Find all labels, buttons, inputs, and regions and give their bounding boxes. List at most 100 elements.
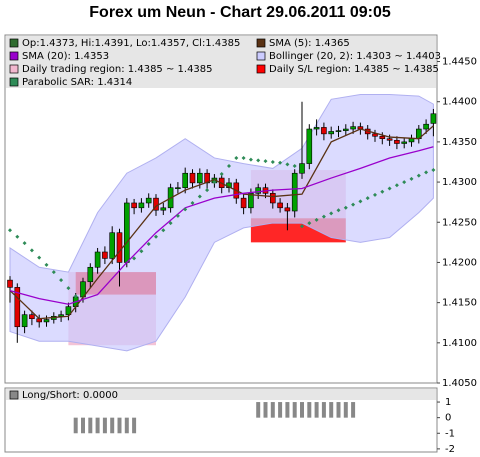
candle-body — [189, 172, 196, 184]
bar — [117, 417, 122, 434]
candle-body — [29, 314, 35, 320]
bar — [256, 402, 261, 418]
main-plot: 1.4050 1.4100 1.4150 1.4200 1.4250 1.4300 1.43… — [7, 57, 477, 389]
bar — [110, 417, 115, 434]
y-tick-label: -1 — [445, 428, 455, 439]
sar-dot — [146, 241, 151, 246]
sar-dot — [300, 224, 304, 229]
legend-swatch — [9, 64, 19, 74]
sar-dot — [219, 172, 224, 177]
sar-dot — [424, 170, 429, 175]
sar-dot — [358, 199, 363, 204]
candle-body — [342, 128, 349, 131]
candle-body — [328, 131, 335, 135]
sar-dot — [321, 214, 326, 219]
candle-body — [43, 319, 50, 323]
candle-body — [116, 232, 123, 263]
sar-dot — [278, 160, 283, 165]
sar-dot — [343, 205, 348, 210]
y-tick-label: 1.4150 — [442, 298, 477, 309]
sar-dot — [263, 159, 268, 164]
sar-dot — [241, 155, 246, 160]
bar — [329, 402, 334, 418]
sar-dot — [139, 249, 144, 254]
sar-dot — [168, 221, 173, 226]
candle-body — [269, 193, 276, 204]
candle-body — [7, 279, 13, 288]
bar — [132, 417, 137, 434]
candle-body — [175, 187, 181, 190]
sar-dot — [365, 196, 370, 201]
legend-swatch — [9, 390, 19, 400]
candle-body — [277, 202, 283, 209]
sar-dot — [29, 248, 34, 253]
legend-label: Daily S/L region: 1.4385 ~ 1.4385 — [269, 64, 439, 75]
candle-body — [401, 141, 408, 144]
sar-dot — [154, 234, 158, 239]
candle-body — [379, 135, 386, 139]
candle-body — [255, 187, 261, 194]
legend-swatch — [9, 51, 19, 61]
legend-label: SMA (5): 1.4365 — [269, 38, 350, 49]
sar-dot — [51, 270, 56, 275]
y-tick-label: -2 — [445, 444, 455, 455]
sar-dot — [227, 164, 231, 169]
legend-label: Long/Short: 0.0000 — [22, 390, 118, 401]
candle-body — [408, 138, 415, 143]
sar-dot — [22, 241, 27, 246]
y-tick-label: 1.4400 — [442, 97, 477, 108]
legend-label: Op:1.4373, Hi:1.4391, Lo:1.4357, Cl:1.43… — [22, 38, 240, 49]
bar — [343, 402, 348, 418]
bollinger-band — [9, 93, 434, 352]
candle-body — [14, 287, 21, 328]
lower-plot: Long/Short: 0.0000 1 0 -1 -2 — [6, 389, 455, 455]
candle-body — [109, 232, 115, 259]
sar-dot — [183, 207, 188, 212]
y-tick-label: 1.4450 — [442, 57, 477, 68]
bar — [314, 402, 319, 418]
sar-dot — [431, 168, 436, 173]
bar — [88, 417, 93, 434]
sar-dot — [409, 176, 414, 181]
bar — [300, 402, 304, 418]
sar-dot — [234, 155, 239, 160]
bar — [321, 402, 326, 418]
sar-dot — [161, 228, 166, 233]
lower-header — [6, 389, 436, 400]
candle-body — [65, 306, 72, 315]
y-tick-label: 1.4350 — [442, 137, 477, 148]
candle-body — [160, 207, 167, 211]
legend: Op:1.4373, Hi:1.4391, Lo:1.4357, Cl:1.43… — [6, 36, 441, 88]
candle-body — [145, 197, 152, 204]
sar-dot — [285, 162, 290, 167]
sar-dot — [8, 228, 12, 233]
sar-dot — [329, 211, 334, 216]
sar-dot — [351, 202, 356, 207]
candle-body — [102, 251, 108, 259]
bar — [102, 417, 107, 434]
legend-swatch — [9, 77, 19, 87]
sar-dot — [44, 262, 49, 267]
y-tick-label: 0 — [445, 413, 451, 424]
sar-dot — [373, 192, 377, 197]
legend-label: Bollinger (20, 2): 1.4303 ~ 1.4403 — [269, 51, 441, 62]
sar-dot — [402, 180, 407, 185]
candle-body — [306, 128, 313, 164]
sar-dot — [292, 164, 297, 169]
bar — [292, 402, 297, 418]
sar-dot — [394, 183, 399, 188]
y-tick-label: 1.4300 — [442, 177, 477, 188]
bar — [95, 417, 100, 434]
sar-dot — [314, 217, 319, 222]
candle-body — [124, 202, 130, 263]
sar-dot — [175, 213, 180, 218]
legend-label: SMA (20): 1.4353 — [22, 51, 109, 62]
sar-dot — [59, 278, 64, 283]
sar-dot — [197, 194, 202, 199]
legend-box — [6, 36, 436, 88]
legend-label: Daily trading region: 1.4385 ~ 1.4385 — [22, 64, 213, 75]
candle-body — [430, 113, 437, 124]
bar — [278, 402, 283, 418]
bar — [263, 402, 268, 418]
y-tick-label: 1.4100 — [442, 338, 477, 349]
